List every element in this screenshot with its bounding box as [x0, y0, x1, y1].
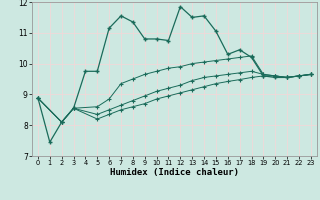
X-axis label: Humidex (Indice chaleur): Humidex (Indice chaleur) — [110, 168, 239, 177]
